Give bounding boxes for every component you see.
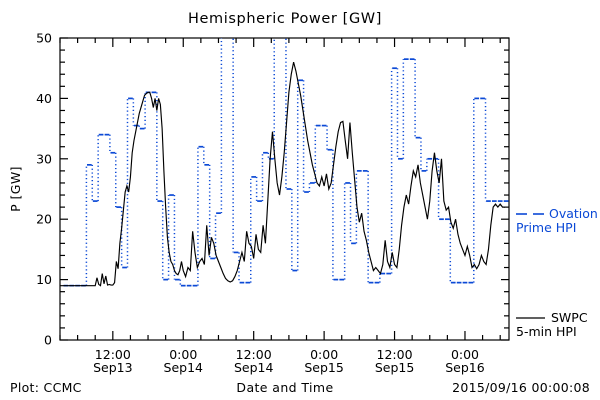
- series-swpc-5min-hpi: [60, 62, 505, 287]
- legend-ovation-prime-hpi: Ovation Prime HPI: [516, 206, 598, 235]
- x-tick-label-date: Sep15: [375, 360, 414, 375]
- y-tick-label: 10: [36, 272, 52, 287]
- x-axis-tick-labels: 12:00Sep130:00Sep1412:00Sep140:00Sep1512…: [93, 347, 485, 375]
- y-axis-ticks: [60, 37, 509, 341]
- legend-swpc-label-line2: 5-min HPI: [516, 324, 577, 339]
- y-tick-label: 50: [36, 31, 52, 46]
- y-tick-label: 0: [44, 333, 52, 348]
- x-tick-label-time: 12:00: [95, 347, 131, 362]
- x-tick-label-date: Sep16: [445, 360, 485, 375]
- legend-swpc-label-line1: SWPC: [551, 310, 588, 325]
- plot-frame: [59, 37, 510, 341]
- y-tick-label: 30: [36, 151, 52, 166]
- x-tick-label-time: 0:00: [310, 347, 338, 362]
- x-tick-label-date: Sep15: [304, 360, 343, 375]
- x-tick-label-date: Sep14: [164, 360, 204, 375]
- x-tick-label-time: 0:00: [451, 347, 479, 362]
- legend-ovation-label-line2: Prime HPI: [516, 220, 576, 235]
- footer-plot-credit: Plot: CCMC: [10, 380, 82, 395]
- y-axis-label: P [GW]: [8, 166, 23, 212]
- chart-title: Hemispheric Power [GW]: [188, 11, 382, 27]
- legend-swpc-5min-hpi: SWPC 5-min HPI: [516, 310, 588, 339]
- x-tick-label-date: Sep14: [234, 360, 274, 375]
- swpc-line-path: [60, 62, 505, 287]
- y-axis-tick-labels: 0 10 20 30 40 50: [36, 31, 52, 348]
- y-tick-label: 20: [36, 212, 52, 227]
- y-tick-label: 40: [36, 91, 52, 106]
- x-tick-label-time: 12:00: [236, 347, 272, 362]
- x-tick-label-time: 0:00: [169, 347, 197, 362]
- x-tick-label-date: Sep13: [93, 360, 132, 375]
- x-axis-ticks: [59, 38, 501, 340]
- x-tick-label-time: 12:00: [377, 347, 413, 362]
- footer-timestamp: 2015/09/16 00:00:08: [452, 380, 590, 395]
- legend-ovation-label-line1: Ovation: [549, 206, 598, 221]
- x-axis-label: Date and Time: [236, 380, 333, 395]
